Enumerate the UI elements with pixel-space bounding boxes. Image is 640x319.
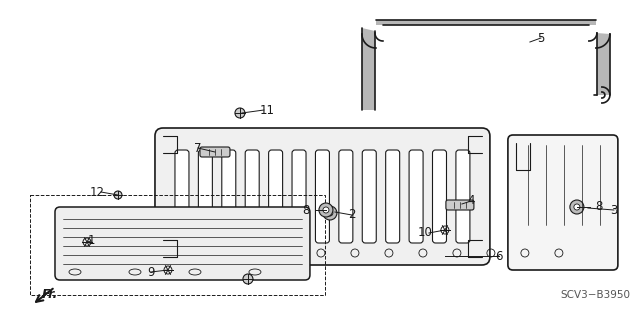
FancyBboxPatch shape — [508, 135, 618, 270]
FancyBboxPatch shape — [446, 200, 474, 210]
FancyBboxPatch shape — [409, 150, 423, 243]
FancyBboxPatch shape — [55, 207, 310, 280]
FancyBboxPatch shape — [339, 150, 353, 243]
Polygon shape — [597, 33, 610, 95]
Text: 1: 1 — [88, 234, 95, 248]
FancyBboxPatch shape — [175, 150, 189, 243]
FancyBboxPatch shape — [316, 150, 330, 243]
Circle shape — [323, 206, 337, 220]
FancyBboxPatch shape — [456, 150, 470, 243]
Text: 10: 10 — [418, 226, 433, 240]
FancyBboxPatch shape — [200, 147, 230, 157]
Circle shape — [319, 203, 333, 217]
Text: 8: 8 — [595, 201, 602, 213]
Text: 2: 2 — [348, 209, 355, 221]
Text: 7: 7 — [195, 142, 202, 154]
FancyBboxPatch shape — [269, 150, 283, 243]
FancyBboxPatch shape — [362, 150, 376, 243]
Text: 8: 8 — [303, 204, 310, 217]
Circle shape — [114, 191, 122, 199]
Text: 11: 11 — [260, 103, 275, 116]
Text: 6: 6 — [495, 249, 502, 263]
Text: 4: 4 — [467, 195, 475, 207]
Text: 9: 9 — [147, 265, 155, 278]
Polygon shape — [376, 20, 596, 25]
Polygon shape — [362, 28, 375, 110]
Text: 12: 12 — [90, 186, 105, 198]
Text: 3: 3 — [610, 204, 617, 217]
Circle shape — [323, 207, 329, 213]
FancyBboxPatch shape — [386, 150, 399, 243]
Circle shape — [327, 210, 333, 216]
Circle shape — [243, 274, 253, 284]
Text: 5: 5 — [538, 32, 545, 44]
FancyBboxPatch shape — [245, 150, 259, 243]
Circle shape — [570, 200, 584, 214]
Circle shape — [235, 108, 245, 118]
Text: Fr.: Fr. — [42, 288, 58, 301]
FancyBboxPatch shape — [433, 150, 447, 243]
Circle shape — [574, 204, 580, 210]
Text: SCV3−B3950: SCV3−B3950 — [560, 290, 630, 300]
FancyBboxPatch shape — [222, 150, 236, 243]
FancyBboxPatch shape — [155, 128, 490, 265]
FancyBboxPatch shape — [292, 150, 306, 243]
Bar — [30, 195, 325, 295]
FancyBboxPatch shape — [198, 150, 212, 243]
